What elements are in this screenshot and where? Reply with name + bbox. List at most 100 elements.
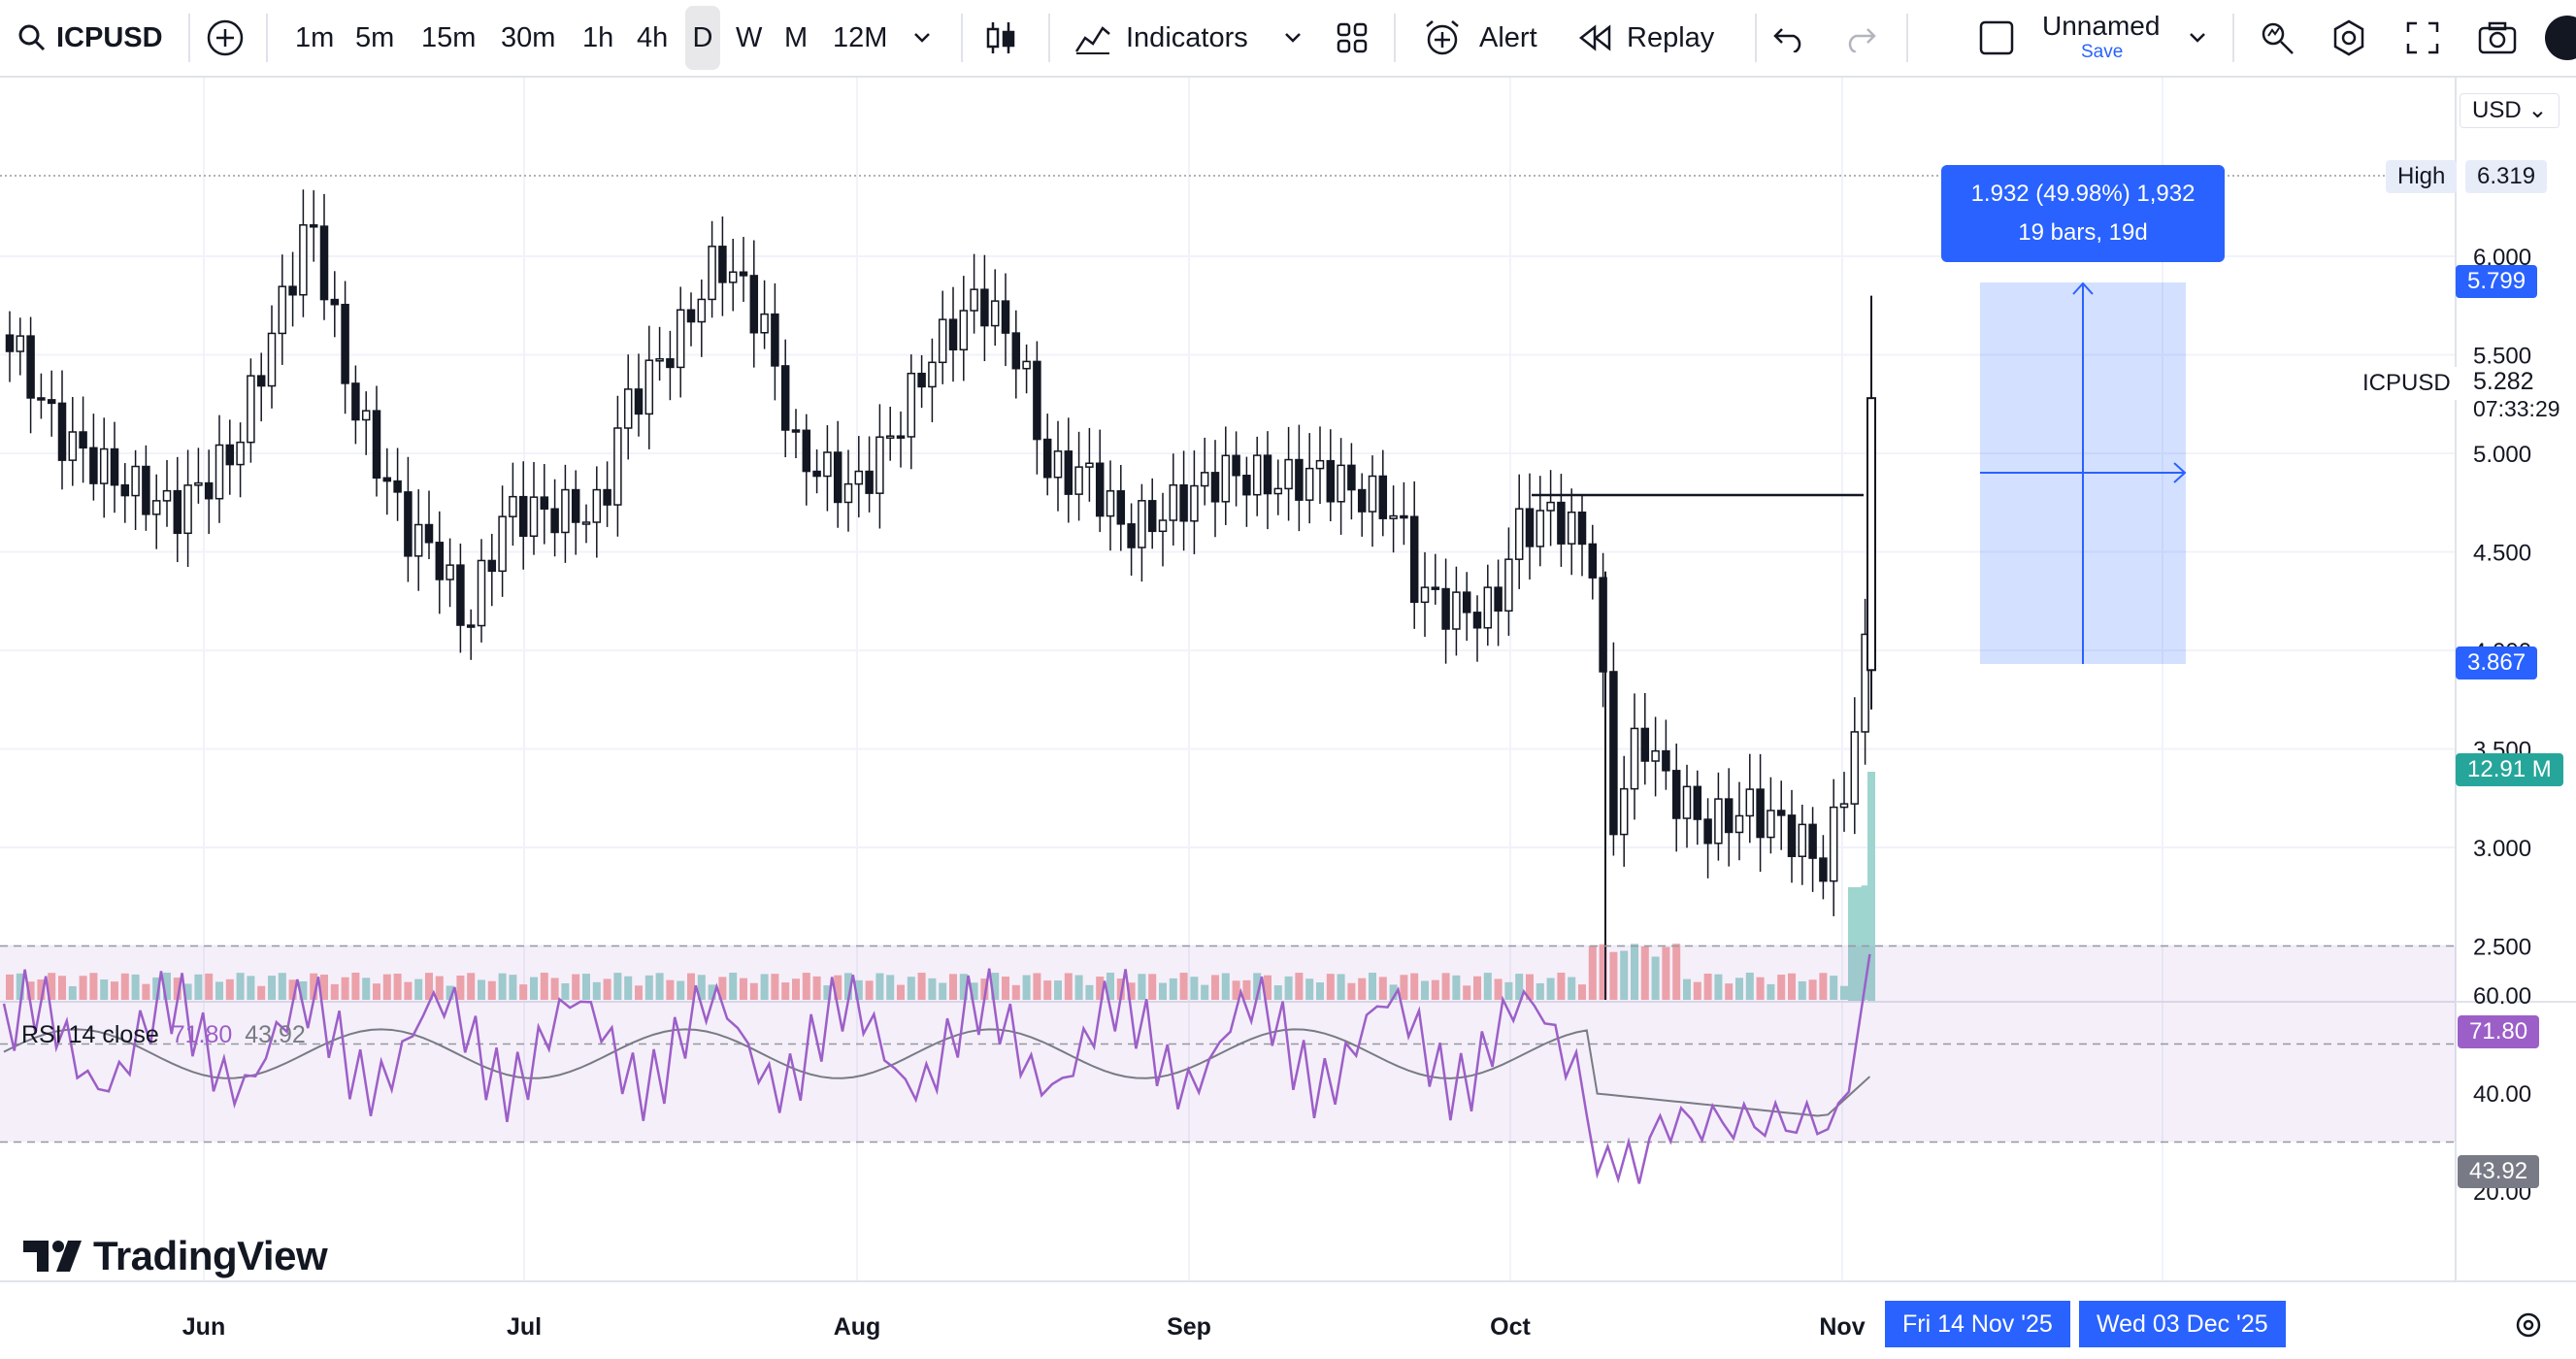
chart-area[interactable]: 6.0005.5005.0004.5004.0003.5003.0002.500… xyxy=(0,78,2576,1359)
candle-body xyxy=(1567,511,1576,545)
candle-body xyxy=(194,481,203,486)
rsi-line xyxy=(2,953,1871,1184)
interval-5m[interactable]: 5m xyxy=(355,21,395,53)
avatar[interactable] xyxy=(2545,16,2576,60)
candle-body xyxy=(79,431,87,449)
volume-bar xyxy=(37,979,46,1000)
volume-bar xyxy=(1599,944,1607,1000)
indicators-button[interactable]: Indicators xyxy=(1126,21,1248,53)
interval-30m[interactable]: 30m xyxy=(501,21,556,53)
add-symbol-icon[interactable] xyxy=(206,0,245,76)
volume-bar xyxy=(519,984,528,1000)
volume-bar xyxy=(1463,985,1471,1000)
search-icon[interactable] xyxy=(17,0,47,76)
candles-icon[interactable] xyxy=(984,0,1017,76)
candle-body xyxy=(509,495,517,517)
tradingview-logo[interactable]: TradingView xyxy=(23,1233,328,1279)
interval-d[interactable]: D xyxy=(685,6,720,70)
rewind-icon[interactable] xyxy=(1578,0,1613,76)
candle-body xyxy=(686,309,696,323)
measure-arrow-up xyxy=(2072,282,2094,295)
volume-bar xyxy=(1358,978,1367,1000)
save-button[interactable]: Save xyxy=(2081,42,2124,62)
candle-body xyxy=(1557,501,1566,545)
volume-bar xyxy=(382,974,391,1000)
volume-bar xyxy=(624,976,633,1000)
volume-bar xyxy=(142,983,150,1000)
axis-settings-icon[interactable] xyxy=(2514,1307,2543,1343)
interval-m[interactable]: M xyxy=(784,21,809,53)
currency-select[interactable]: USD ⌄ xyxy=(2460,93,2560,128)
chevron-down-icon[interactable] xyxy=(1283,0,1303,76)
volume-bar xyxy=(834,975,842,1000)
volume-bar xyxy=(1546,978,1555,1000)
interval-15m[interactable]: 15m xyxy=(421,21,477,53)
rsi-legend[interactable]: RSI 14 close 71.80 43.92 xyxy=(21,1021,306,1049)
candle-body xyxy=(907,372,916,438)
interval-12m[interactable]: 12M xyxy=(833,21,888,53)
volume-bar xyxy=(152,977,161,1000)
candle-body xyxy=(151,500,161,515)
redo-icon[interactable] xyxy=(1844,0,1877,76)
volume-bar xyxy=(435,976,444,1000)
volume-bar xyxy=(509,975,517,1000)
volume-bar xyxy=(1326,974,1335,1000)
volume-bar xyxy=(708,984,716,1000)
interval-4h[interactable]: 4h xyxy=(637,21,669,53)
layout-name[interactable]: Unnamed xyxy=(2042,11,2161,41)
volume-bar xyxy=(561,982,570,1000)
volume-bar xyxy=(425,973,433,1000)
candle-body xyxy=(57,402,67,461)
candle-body xyxy=(131,465,140,497)
candle-body xyxy=(361,410,371,421)
candle-body xyxy=(1462,591,1471,613)
fullscreen-icon[interactable] xyxy=(2405,0,2440,76)
volume-bar xyxy=(1568,977,1576,1000)
interval-w[interactable]: W xyxy=(736,21,763,53)
indicators-icon[interactable] xyxy=(1073,0,1112,76)
camera-icon[interactable] xyxy=(2477,0,2518,76)
candle-body xyxy=(1074,466,1083,495)
candle-body xyxy=(1767,810,1775,839)
undo-icon[interactable] xyxy=(1772,0,1805,76)
candle-body xyxy=(843,482,853,504)
candle-body xyxy=(938,318,947,364)
volume-bar xyxy=(928,978,937,1000)
alert-button[interactable]: Alert xyxy=(1479,21,1537,53)
interval-1h[interactable]: 1h xyxy=(582,21,614,53)
candle-body xyxy=(89,447,98,484)
volume-bar xyxy=(635,985,643,1000)
volume-bar xyxy=(823,985,832,1000)
layout-square-icon[interactable] xyxy=(1978,0,2015,76)
candle-body xyxy=(477,559,486,627)
candle-body xyxy=(540,496,549,510)
chevron-down-icon[interactable] xyxy=(2188,0,2207,76)
settings-gear-icon[interactable] xyxy=(2329,0,2368,76)
rsi-value-tag: 71.80 xyxy=(2458,1015,2540,1048)
volume-bar xyxy=(1473,976,1481,1000)
replay-button[interactable]: Replay xyxy=(1627,21,1715,53)
candle-body xyxy=(749,275,759,334)
candle-body xyxy=(247,375,255,444)
quick-search-icon[interactable] xyxy=(2258,0,2296,76)
volume-bar xyxy=(1011,984,1020,1000)
price-tick-label: 5.000 xyxy=(2473,442,2531,468)
candle-body xyxy=(1064,450,1073,495)
symbol-name[interactable]: ICPUSD xyxy=(56,21,163,53)
alarm-clock-icon[interactable] xyxy=(1423,0,1462,76)
candle-body xyxy=(1452,591,1461,630)
candle-body xyxy=(1609,671,1618,836)
volume-bar xyxy=(865,980,874,1000)
price-candles xyxy=(5,189,1876,1000)
interval-1m[interactable]: 1m xyxy=(295,21,335,53)
chevron-down-icon[interactable] xyxy=(912,0,932,76)
month-label: Sep xyxy=(1167,1313,1211,1341)
templates-grid-icon[interactable] xyxy=(1336,0,1369,76)
divider xyxy=(961,14,963,62)
volume-bar xyxy=(79,976,87,1000)
volume-bar xyxy=(183,983,192,1000)
drawings[interactable] xyxy=(1532,282,2187,664)
volume-bar xyxy=(268,976,276,1000)
volume-bar xyxy=(1347,982,1356,1000)
volume-bars xyxy=(6,772,1875,1001)
